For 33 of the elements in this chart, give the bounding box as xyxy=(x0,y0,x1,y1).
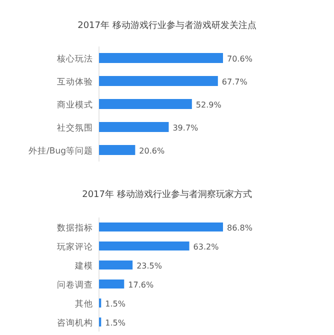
bar xyxy=(99,242,190,250)
data-label: 1.5% xyxy=(105,318,126,328)
y-tick-label: 问卷调查 xyxy=(57,280,93,290)
y-tick-label: 互动体验 xyxy=(57,76,93,88)
y-tick-label: 核心玩法 xyxy=(56,54,93,64)
data-label: 23.5% xyxy=(136,262,162,270)
data-label: 39.7% xyxy=(172,124,199,132)
y-tick-label: 外挂/Bug等问题 xyxy=(28,146,93,156)
y-tick-label: 玩家评论 xyxy=(57,242,93,252)
y-tick-label: 商业模式 xyxy=(57,100,93,110)
data-label: 52.9% xyxy=(196,100,222,110)
bar xyxy=(99,122,169,132)
bar xyxy=(99,260,133,270)
chart-title: 2017年 移动游戏行业参与者洞察玩家方式 xyxy=(82,189,252,200)
y-tick-label: 社交氛围 xyxy=(57,122,93,134)
chart-title: 2017年 移动游戏行业参与者游戏研发关注点 xyxy=(78,20,256,31)
data-label: 1.5% xyxy=(105,300,126,308)
data-label: 70.6% xyxy=(227,54,253,64)
data-label: 20.6% xyxy=(139,146,165,156)
y-tick-label: 建模 xyxy=(74,260,93,272)
bar xyxy=(99,145,136,155)
data-label: 67.7% xyxy=(222,78,248,86)
bar xyxy=(99,53,223,63)
y-tick-label: 数据指标 xyxy=(57,222,93,234)
data-label: 17.6% xyxy=(128,280,154,290)
data-label: 63.2% xyxy=(193,242,220,252)
bar xyxy=(99,222,223,232)
data-label: 86.8% xyxy=(227,224,253,232)
bar xyxy=(99,76,218,86)
bar xyxy=(99,99,192,109)
y-tick-label: 其他 xyxy=(75,298,93,310)
y-tick-label: 咨询机构 xyxy=(57,318,93,328)
bar xyxy=(99,280,124,288)
